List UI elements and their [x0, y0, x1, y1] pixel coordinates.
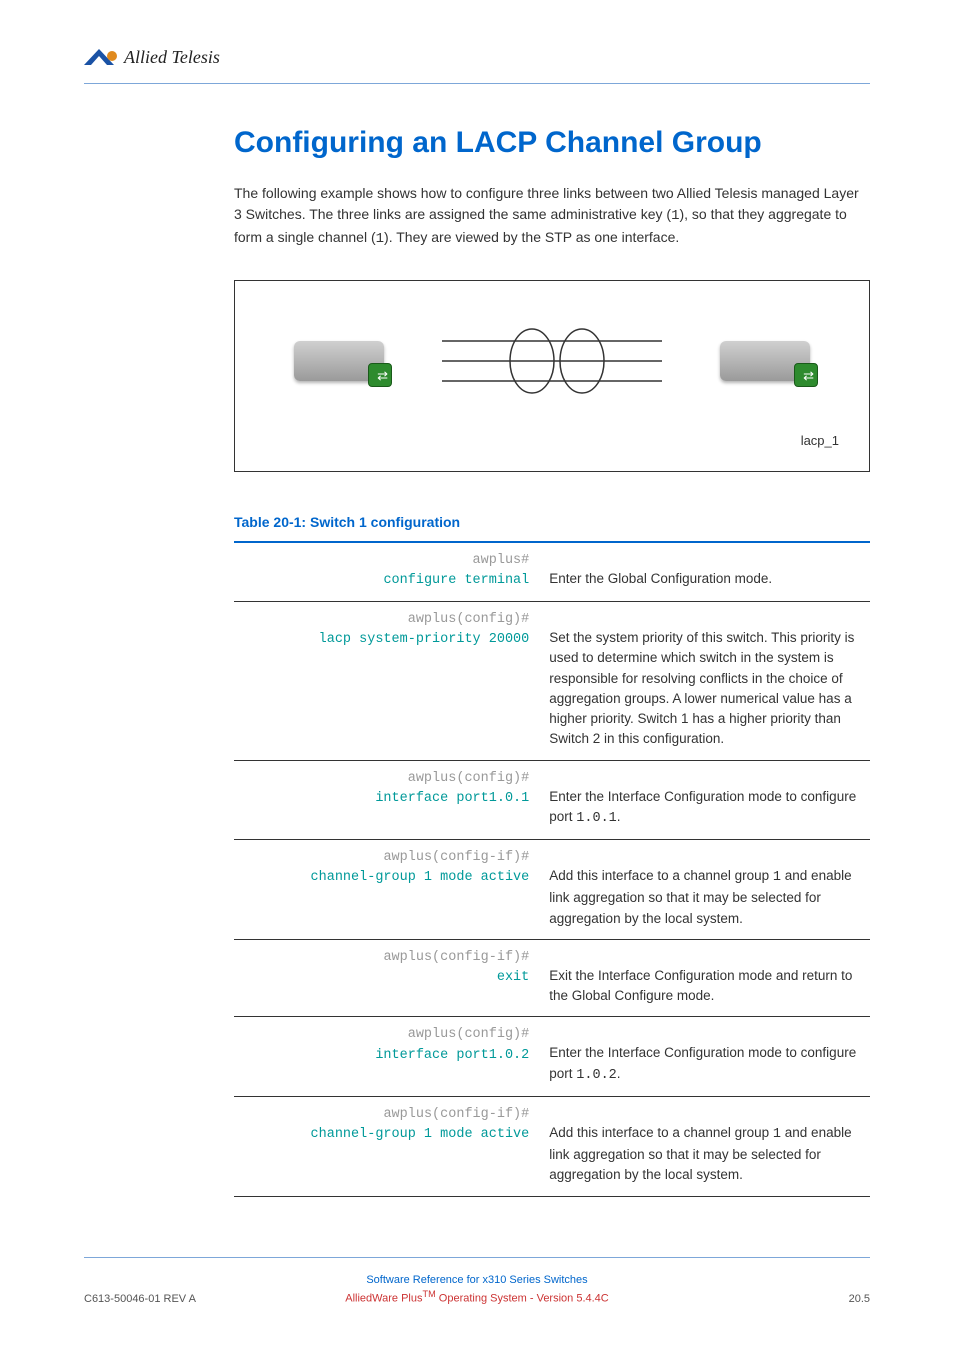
table-caption: Table 20-1: Switch 1 configuration: [234, 512, 870, 533]
footer-os: AlliedWare PlusTM Operating System - Ver…: [214, 1288, 740, 1307]
table-row: awplus(config-if)# channel-group 1 mode …: [234, 840, 870, 940]
table-row: awplus(config-if)# exit Exit the Interfa…: [234, 939, 870, 1017]
main-content: Configuring an LACP Channel Group The fo…: [234, 120, 870, 1197]
cli-command: configure terminal: [383, 573, 529, 588]
cli-command: channel-group 1 mode active: [311, 1127, 530, 1142]
row-description: Enter the Interface Configuration mode t…: [539, 760, 870, 840]
page-title: Configuring an LACP Channel Group: [234, 120, 870, 165]
row-description: Enter the Global Configuration mode.: [539, 542, 870, 602]
switch-1-icon: [294, 341, 384, 381]
footer-reference: Software Reference for x310 Series Switc…: [214, 1272, 740, 1289]
cli-command: interface port1.0.2: [375, 1048, 529, 1063]
row-description: Enter the Interface Configuration mode t…: [539, 1017, 870, 1097]
cli-command: lacp system-priority 20000: [319, 632, 530, 647]
row-description: Exit the Interface Configuration mode an…: [539, 939, 870, 1017]
cli-prompt: awplus(config)#: [408, 771, 530, 786]
config-table: awplus# configure terminal Enter the Glo…: [234, 541, 870, 1197]
intro-paragraph: The following example shows how to confi…: [234, 183, 870, 250]
brand-name: Allied Telesis: [124, 44, 220, 71]
page-header: Allied Telesis: [84, 44, 870, 84]
footer-page-number: 20.5: [740, 1291, 870, 1308]
cli-prompt: awplus(config-if)#: [383, 850, 529, 865]
cli-command: interface port1.0.1: [375, 791, 529, 806]
page-footer: C613-50046-01 REV A Software Reference f…: [84, 1257, 870, 1308]
cli-prompt: awplus#: [473, 553, 530, 568]
cli-prompt: awplus(config-if)#: [383, 1107, 529, 1122]
table-row: awplus# configure terminal Enter the Glo…: [234, 542, 870, 602]
table-row: awplus(config)# interface port1.0.2 Ente…: [234, 1017, 870, 1097]
intro-key-2: 1: [376, 231, 384, 247]
cli-prompt: awplus(config)#: [408, 1027, 530, 1042]
link-lines-icon: [442, 321, 662, 401]
table-row: awplus(config-if)# channel-group 1 mode …: [234, 1096, 870, 1196]
cli-command: exit: [497, 970, 529, 985]
switch-2-icon: [720, 341, 810, 381]
row-description: Add this interface to a channel group 1 …: [539, 1096, 870, 1196]
cli-prompt: awplus(config-if)#: [383, 950, 529, 965]
row-description: Set the system priority of this switch. …: [539, 602, 870, 761]
brand-logo: Allied Telesis: [84, 44, 220, 71]
diagram-caption: lacp_1: [265, 431, 839, 451]
footer-doc-id: C613-50046-01 REV A: [84, 1291, 214, 1308]
cli-command: channel-group 1 mode active: [311, 870, 530, 885]
intro-text-3: ). They are viewed by the STP as one int…: [384, 229, 679, 245]
cli-prompt: awplus(config)#: [408, 612, 530, 627]
table-row: awplus(config)# interface port1.0.1 Ente…: [234, 760, 870, 840]
topology-diagram: lacp_1: [234, 280, 870, 472]
row-description: Add this interface to a channel group 1 …: [539, 840, 870, 940]
logo-triangle-icon: [84, 49, 118, 67]
table-row: awplus(config)# lacp system-priority 200…: [234, 602, 870, 761]
